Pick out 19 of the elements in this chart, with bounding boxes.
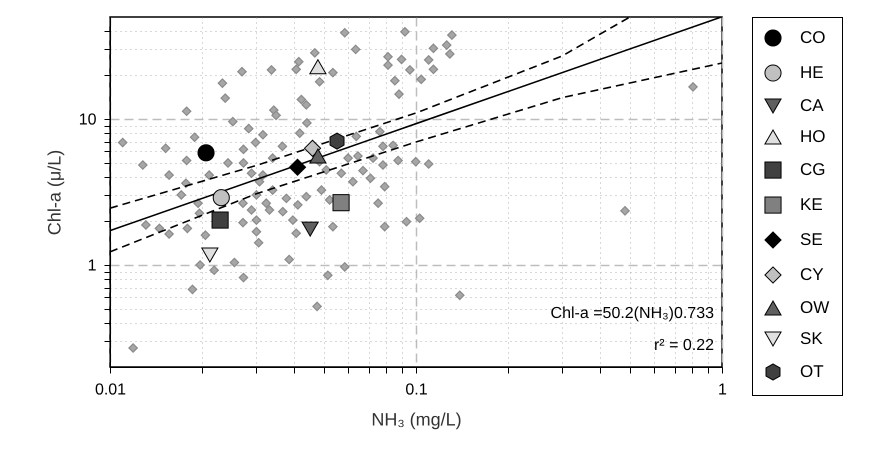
x-tick-label: 1: [718, 382, 728, 398]
legend-label: HE: [800, 63, 824, 82]
legend-label: OT: [800, 362, 824, 381]
legend-label: SK: [800, 329, 824, 348]
x-tick-label: 0.01: [94, 382, 126, 398]
legend-label: KE: [800, 195, 823, 214]
annotation: r² = 0.22: [654, 337, 714, 354]
x-tick-label: 0.1: [405, 382, 428, 398]
x-axis-title: NH₃ (mg/L): [371, 410, 462, 430]
annotation: Chl-a =50.2(NH₃)0.733: [550, 305, 714, 322]
legend-label: CO: [800, 28, 826, 47]
y-axis-title: Chl-a (μ/L): [44, 150, 65, 236]
legend-label: HO: [800, 127, 826, 146]
legend-label: CY: [800, 265, 824, 284]
legend-label: CA: [800, 96, 824, 115]
legend-label: OW: [800, 298, 830, 317]
legend-label: SE: [800, 230, 823, 249]
legend-label: CG: [800, 160, 826, 179]
y-tick-label: 10: [78, 112, 97, 129]
